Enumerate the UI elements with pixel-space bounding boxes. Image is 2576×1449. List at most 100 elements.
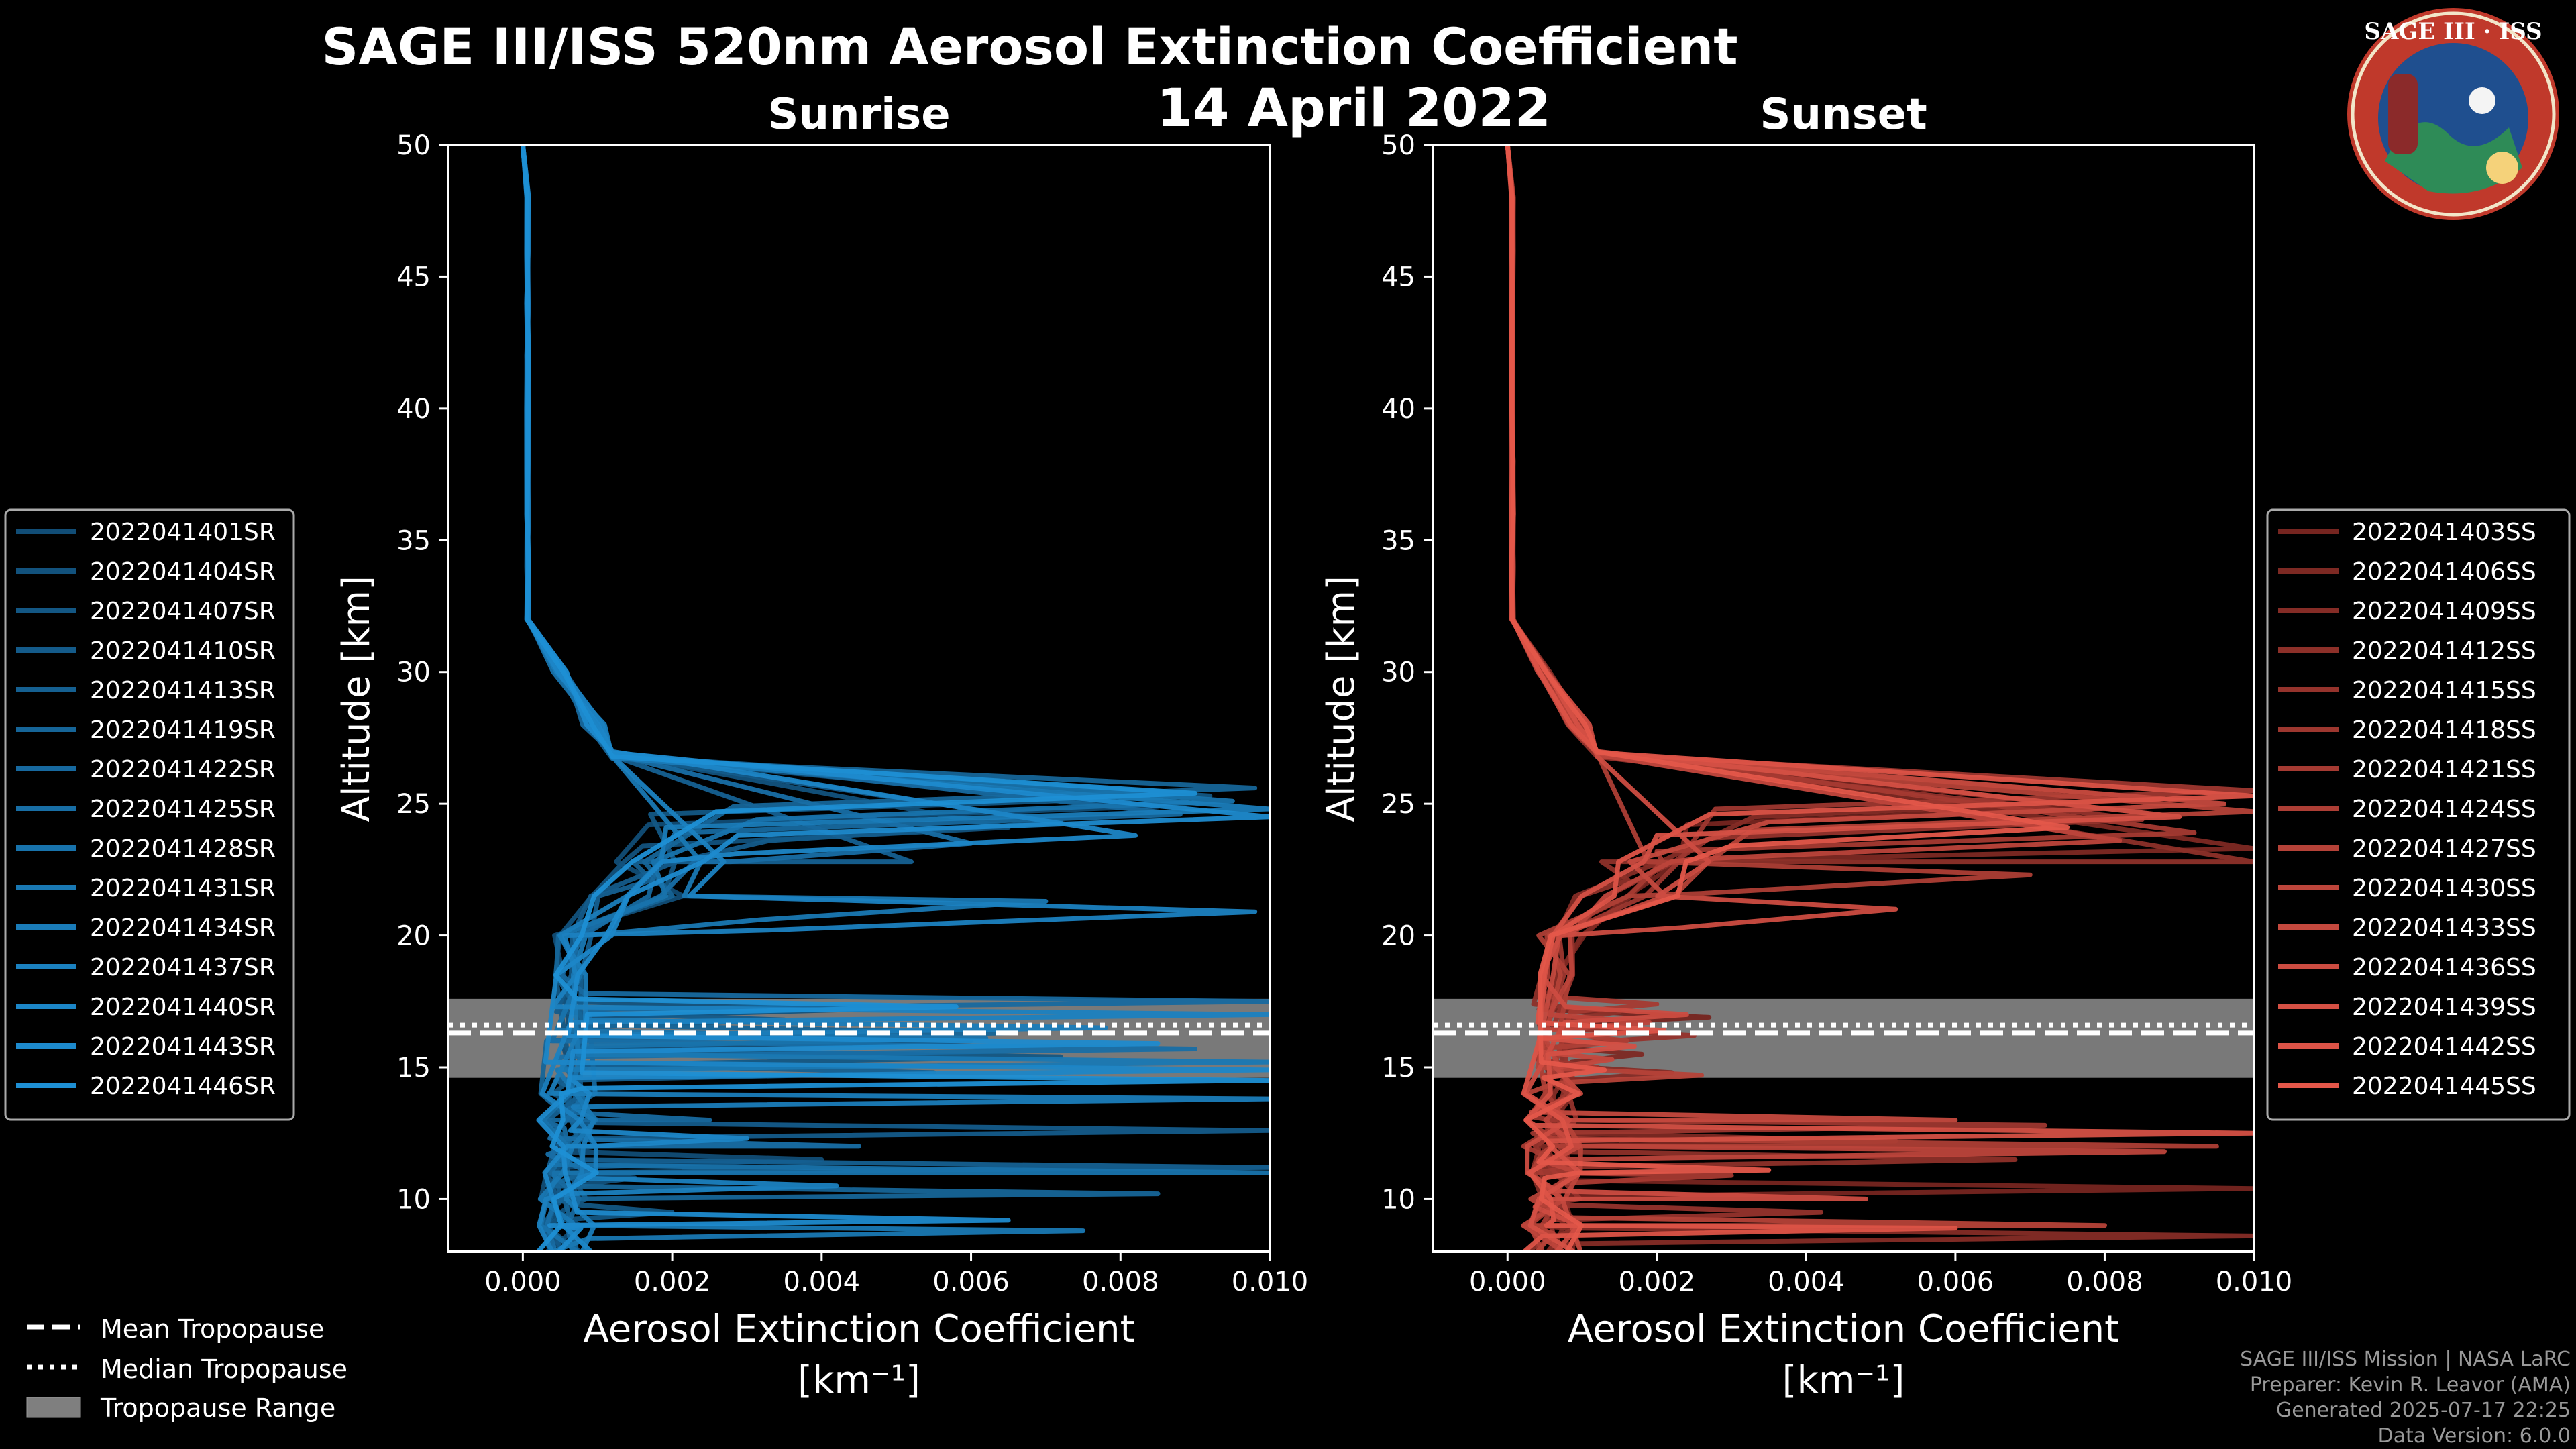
y-tick-label: 50	[396, 130, 431, 161]
legend-label: 2022041422SR	[90, 756, 276, 784]
legend-label: 2022041407SR	[90, 598, 276, 625]
profile-2022041406SS	[1505, 145, 2254, 1252]
y-tick-label: 45	[396, 262, 431, 292]
legend-label: 2022041410SR	[90, 637, 276, 665]
tropopause-range-swatch	[26, 1397, 81, 1418]
legend-label: 2022041413SR	[90, 677, 276, 704]
x-axis-label: Aerosol Extinction Coefficient	[583, 1307, 1134, 1351]
legend-label: 2022041434SR	[90, 914, 276, 942]
y-axis-label: Altitude [km]	[335, 576, 378, 822]
plot-frame	[1432, 144, 2255, 1253]
y-tick-label: 30	[1381, 657, 1415, 688]
legend-label: 2022041431SR	[90, 875, 276, 902]
legend-label: 2022041409SS	[2352, 598, 2536, 625]
x-tick-label: 0.004	[784, 1267, 861, 1297]
tropopause-range-label: Tropopause Range	[100, 1393, 335, 1423]
sage-iii-iss-logo: SAGE III · ISS	[2347, 8, 2559, 220]
x-tick-label: 0.000	[1469, 1267, 1546, 1297]
x-tick-label: 0.006	[1917, 1267, 1994, 1297]
legend-label: 2022041424SS	[2352, 796, 2536, 823]
median-tropopause-label: Median Tropopause	[101, 1354, 347, 1384]
x-tick-label: 0.002	[1619, 1267, 1696, 1297]
credits: SAGE III/ISS Mission | NASA LaRC Prepare…	[2240, 1348, 2571, 1448]
credit-line-3: Generated 2025-07-17 22:25	[2276, 1399, 2571, 1422]
legend-label: 2022041419SR	[90, 716, 276, 744]
legend-label: 2022041445SS	[2352, 1073, 2536, 1100]
chart-title: SAGE III/ISS 520nm Aerosol Extinction Co…	[321, 17, 1737, 76]
x-tick-label: 0.002	[634, 1267, 711, 1297]
y-axis-label: Altitude [km]	[1320, 576, 1363, 822]
x-tick-label: 0.004	[1768, 1267, 1845, 1297]
y-tick-label: 50	[1381, 130, 1415, 161]
legend-label: 2022041428SR	[90, 835, 276, 863]
plot-frame	[447, 144, 1271, 1253]
logo-title-text: SAGE III · ISS	[2364, 18, 2542, 45]
sunset-legend: 2022041403SS 2022041406SS 2022041409SS 2022…	[2266, 508, 2571, 1121]
legend-label: 2022041418SS	[2352, 716, 2536, 744]
legend-label: 2022041440SR	[90, 994, 276, 1021]
profiles	[1505, 145, 2254, 1252]
legend-label: 2022041437SR	[90, 954, 276, 981]
profile-2022041433SS	[1505, 145, 2226, 1252]
y-tick-label: 30	[396, 657, 431, 688]
x-tick-label: 0.010	[2216, 1267, 2293, 1297]
x-tick-label: 0.008	[2066, 1267, 2143, 1297]
x-tick-label: 0.000	[484, 1267, 561, 1297]
profile-2022041412SS	[1505, 145, 2254, 1252]
legend-label: 2022041442SS	[2352, 1033, 2536, 1061]
y-tick-label: 45	[1381, 262, 1415, 292]
y-tick-label: 20	[396, 921, 431, 952]
legend-label: 2022041427SS	[2352, 835, 2536, 863]
logo-figure-icon	[2388, 74, 2418, 154]
y-tick-label: 25	[1381, 789, 1415, 820]
legend-label: 2022041425SR	[90, 796, 276, 823]
credit-line-1: SAGE III/ISS Mission | NASA LaRC	[2240, 1348, 2571, 1371]
logo-earth-icon	[2385, 122, 2522, 194]
legend-label: 2022041439SS	[2352, 994, 2536, 1021]
profile-2022041424SS	[1505, 145, 2219, 1252]
y-tick-label: 35	[1381, 525, 1415, 556]
y-tick-label: 40	[396, 394, 431, 425]
y-tick-label: 40	[1381, 394, 1415, 425]
logo-sun-icon	[2486, 152, 2518, 184]
legend-box	[2266, 508, 2571, 1121]
x-tick-label: 0.006	[932, 1267, 1010, 1297]
legend-label: 2022041446SR	[90, 1073, 276, 1100]
legend-label: 2022041421SS	[2352, 756, 2536, 784]
profile-2022041446SR	[520, 145, 1270, 1252]
legend-label: 2022041401SR	[90, 519, 276, 546]
chart-date: 14 April 2022	[1157, 78, 1551, 139]
mean-tropopause-label: Mean Tropopause	[101, 1314, 324, 1344]
panel-title: Sunset	[1760, 90, 1927, 140]
profile-2022041439SS	[1505, 145, 2254, 1252]
y-tick-label: 25	[396, 789, 431, 820]
x-axis-unit: [km⁻¹]	[1782, 1358, 1905, 1402]
y-tick-label: 10	[396, 1184, 431, 1215]
legend-label: 2022041412SS	[2352, 637, 2536, 665]
legend-label: 2022041403SS	[2352, 519, 2536, 546]
profiles	[520, 145, 1270, 1252]
legend-label: 2022041406SS	[2352, 558, 2536, 586]
y-tick-label: 15	[1381, 1053, 1415, 1083]
credit-line-4: Data Version: 6.0.0	[2378, 1424, 2571, 1448]
logo-ring-border	[2351, 11, 2556, 217]
profile-2022041409SS	[1505, 145, 2254, 1252]
profile-2022041415SS	[1505, 145, 2145, 1252]
legend-label: 2022041430SS	[2352, 875, 2536, 902]
legend-box	[4, 508, 295, 1121]
legend-label: 2022041436SS	[2352, 954, 2536, 981]
profile-2022041430SS	[1505, 145, 2167, 1252]
x-axis-label: Aerosol Extinction Coefficient	[1568, 1307, 2119, 1351]
y-tick-label: 20	[1381, 921, 1415, 952]
profile-2022041403SS	[1505, 145, 2254, 1252]
profile-2022041421SS	[1505, 145, 2197, 1252]
sunrise-legend: 2022041401SR 2022041404SR 2022041407SR 2022…	[4, 508, 295, 1121]
profile-2022041418SS	[1505, 145, 2254, 1252]
credit-line-2: Preparer: Kevin R. Leavor (AMA)	[2250, 1373, 2571, 1397]
legend-label: 2022041404SR	[90, 558, 276, 586]
y-tick-label: 10	[1381, 1184, 1415, 1215]
sunset-panel: 10 15 20 25 30 35 40 45 50 0.000 0.002 0.004 0.006 0.…	[1320, 90, 2292, 1402]
x-tick-label: 0.010	[1232, 1267, 1309, 1297]
y-tick-label: 35	[396, 525, 431, 556]
